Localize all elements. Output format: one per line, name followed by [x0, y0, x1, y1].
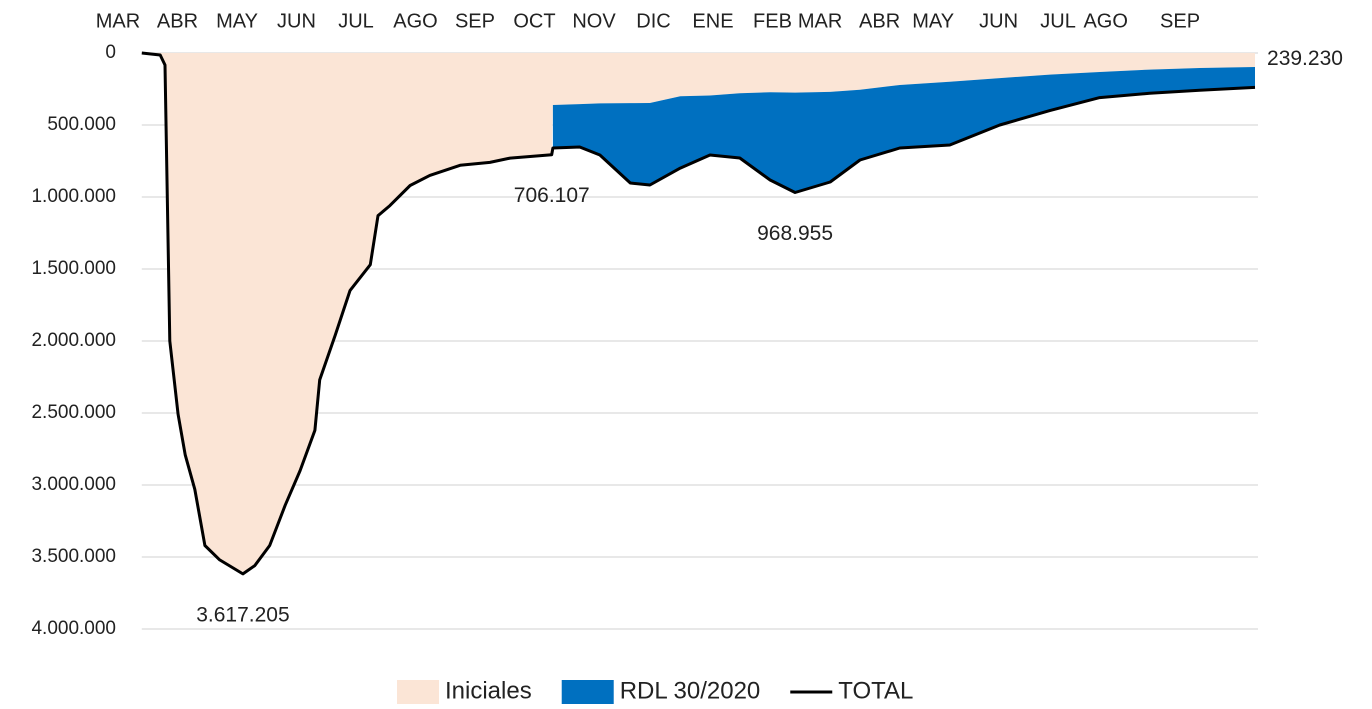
- x-tick-label: NOV: [572, 10, 616, 32]
- area: [552, 67, 1255, 193]
- y-tick-label: 2.000.000: [31, 330, 116, 351]
- value-label: 968.955: [757, 222, 833, 245]
- y-tick-label: 1.000.000: [31, 186, 116, 207]
- legend-label: Iniciales: [445, 677, 532, 704]
- x-tick-label: JUL: [1040, 10, 1076, 32]
- y-tick-label: 2.500.000: [31, 402, 116, 423]
- value-label: 239.230: [1267, 47, 1343, 70]
- x-tick-label: AGO: [1083, 10, 1127, 32]
- x-tick-label: ENE: [692, 10, 733, 32]
- y-tick-label: 3.000.000: [31, 474, 116, 495]
- x-tick-label: ABR: [157, 10, 198, 32]
- x-tick-label: MAY: [912, 10, 954, 32]
- y-tick-label: 3.500.000: [31, 546, 116, 567]
- x-tick-label: MAR: [798, 10, 842, 32]
- legend-label: RDL 30/2020: [620, 677, 761, 704]
- y-tick-label: 500.000: [47, 114, 116, 135]
- x-tick-label: DIC: [636, 10, 670, 32]
- x-tick-label: OCT: [513, 10, 555, 32]
- x-tick-label: MAR: [96, 10, 140, 32]
- y-tick-label: 4.000.000: [31, 618, 116, 639]
- legend-swatch: [397, 680, 439, 704]
- x-tick-label: JUN: [979, 10, 1018, 32]
- legend-label: TOTAL: [838, 677, 913, 704]
- value-label: 3.617.205: [196, 603, 289, 626]
- area: [141, 53, 1255, 574]
- x-tick-label: MAY: [216, 10, 258, 32]
- line: [141, 51, 1256, 576]
- y-tick-label: 0: [105, 42, 116, 63]
- x-tick-label: ABR: [859, 10, 900, 32]
- x-tick-label: SEP: [1160, 10, 1200, 32]
- x-tick-label: JUN: [277, 10, 316, 32]
- x-tick-label: SEP: [455, 10, 495, 32]
- x-tick-label: AGO: [393, 10, 437, 32]
- x-tick-label: JUL: [338, 10, 374, 32]
- y-tick-label: 1.500.000: [31, 258, 116, 279]
- x-tick-label: FEB: [753, 10, 792, 32]
- value-label: 706.107: [514, 184, 590, 207]
- legend-swatch: [561, 680, 614, 704]
